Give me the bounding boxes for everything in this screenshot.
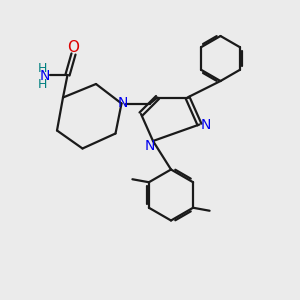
Text: N: N: [201, 118, 211, 132]
Text: N: N: [144, 140, 154, 153]
Text: N: N: [39, 70, 50, 83]
Text: O: O: [68, 40, 80, 55]
Text: H: H: [38, 62, 47, 75]
Text: N: N: [118, 96, 128, 110]
Text: H: H: [38, 78, 47, 91]
